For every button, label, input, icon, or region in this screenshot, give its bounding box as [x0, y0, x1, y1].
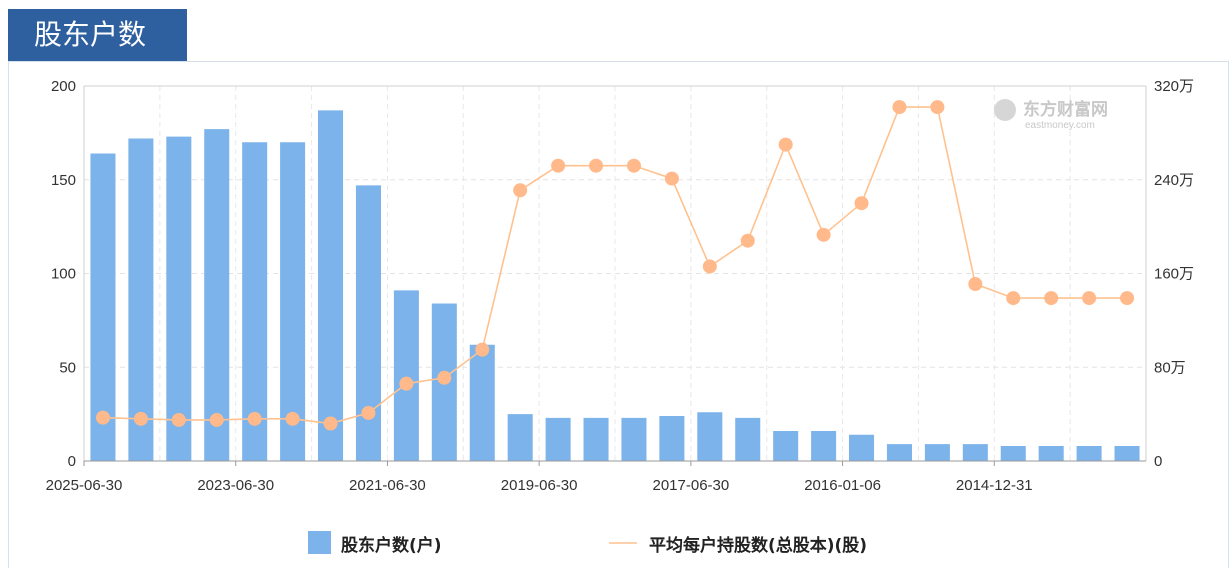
bar[interactable]: [1114, 446, 1140, 461]
watermark-logo-icon: [994, 99, 1016, 121]
right-axis-tick-label: 80万: [1154, 359, 1186, 376]
chart-frame: [8, 61, 1229, 568]
right-axis-tick-label: 240万: [1154, 172, 1194, 189]
bar[interactable]: [545, 417, 571, 461]
x-axis-tick-label: 2023-06-30: [197, 477, 274, 494]
bar[interactable]: [90, 153, 116, 462]
bar[interactable]: [583, 417, 609, 461]
line-point[interactable]: [778, 137, 793, 152]
line-point[interactable]: [892, 100, 907, 115]
line-point[interactable]: [551, 158, 566, 173]
line-point[interactable]: [209, 412, 224, 427]
right-axis-tick-label: 320万: [1154, 78, 1194, 95]
legend: 股东户数(户) 平均每户持股数(总股本)(股): [308, 531, 867, 556]
bar[interactable]: [697, 412, 723, 461]
bar[interactable]: [659, 416, 685, 461]
x-axis-tick-label: 2017-06-30: [652, 477, 729, 494]
x-axis-tick-label: 2016-01-06: [804, 477, 881, 494]
bar[interactable]: [242, 142, 268, 461]
legend-label-households: 股东户数(户): [341, 535, 442, 556]
legend-label-avg-holdings: 平均每户持股数(总股本)(股): [649, 535, 867, 556]
line-point[interactable]: [816, 227, 831, 242]
x-axis-tick-label: 2019-06-30: [501, 477, 578, 494]
line-point[interactable]: [626, 158, 641, 173]
bar[interactable]: [280, 142, 306, 461]
watermark-text: 东方财富网: [1023, 99, 1108, 120]
bar[interactable]: [735, 417, 761, 461]
left-axis-tick-label: 100: [51, 266, 76, 283]
line-point[interactable]: [1044, 291, 1059, 306]
line-point[interactable]: [361, 405, 376, 420]
line-point[interactable]: [1082, 291, 1097, 306]
bar[interactable]: [1038, 446, 1064, 461]
series-line: [102, 106, 1128, 425]
bar[interactable]: [318, 110, 344, 461]
watermark-subtext: eastmoney.com: [1025, 120, 1095, 131]
line-point[interactable]: [513, 183, 528, 198]
line-point[interactable]: [399, 376, 414, 391]
line-point[interactable]: [589, 158, 604, 173]
left-axis-tick-label: 150: [51, 172, 76, 189]
bar[interactable]: [849, 434, 875, 461]
line-point[interactable]: [475, 342, 490, 357]
axes: 0 50 100 150 200 0 80万 160万 240万 320万 2025-06-30 20…: [46, 78, 1194, 494]
line-point[interactable]: [740, 233, 755, 248]
legend-item-avg-holdings[interactable]: 平均每户持股数(总股本)(股): [609, 535, 867, 556]
line-point[interactable]: [133, 411, 148, 426]
line-point[interactable]: [854, 196, 869, 211]
x-axis-tick-label: 2014-12-31: [956, 477, 1033, 494]
bar[interactable]: [773, 431, 799, 461]
bar[interactable]: [469, 344, 495, 461]
bar[interactable]: [1000, 446, 1026, 461]
left-axis-tick-label: 50: [59, 359, 76, 376]
bar[interactable]: [1076, 446, 1102, 461]
bar[interactable]: [166, 136, 192, 461]
bar[interactable]: [393, 290, 419, 461]
bar[interactable]: [811, 431, 837, 461]
x-axis-tick-label: 2021-06-30: [349, 477, 426, 494]
right-axis-tick-label: 160万: [1154, 266, 1194, 283]
line-point[interactable]: [285, 411, 300, 426]
bar[interactable]: [621, 417, 647, 461]
bar[interactable]: [886, 444, 912, 461]
line-point[interactable]: [95, 410, 110, 425]
left-axis-tick-label: 200: [51, 78, 76, 95]
section-title: 股东户数: [8, 9, 187, 61]
line-point[interactable]: [1120, 291, 1135, 306]
bar[interactable]: [924, 444, 950, 461]
bar[interactable]: [507, 414, 533, 461]
line-point[interactable]: [171, 412, 186, 427]
left-axis-tick-label: 0: [68, 453, 76, 470]
bar-series: [90, 110, 1140, 462]
line-point[interactable]: [323, 416, 338, 431]
legend-swatch-bar: [308, 531, 331, 554]
line-point[interactable]: [702, 259, 717, 274]
bar[interactable]: [128, 138, 154, 462]
right-axis-tick-label: 0: [1154, 453, 1162, 470]
line-point[interactable]: [1006, 291, 1021, 306]
watermark: 东方财富网 eastmoney.com: [994, 99, 1108, 131]
legend-item-households[interactable]: 股东户数(户): [308, 531, 442, 556]
line-point[interactable]: [968, 277, 983, 292]
line-point[interactable]: [664, 171, 679, 186]
line-series: [95, 100, 1135, 431]
bar[interactable]: [204, 129, 230, 461]
line-point[interactable]: [930, 100, 945, 115]
bar[interactable]: [962, 444, 988, 461]
x-axis-tick-label: 2025-06-30: [46, 477, 123, 494]
line-point[interactable]: [437, 370, 452, 385]
line-point[interactable]: [247, 411, 262, 426]
